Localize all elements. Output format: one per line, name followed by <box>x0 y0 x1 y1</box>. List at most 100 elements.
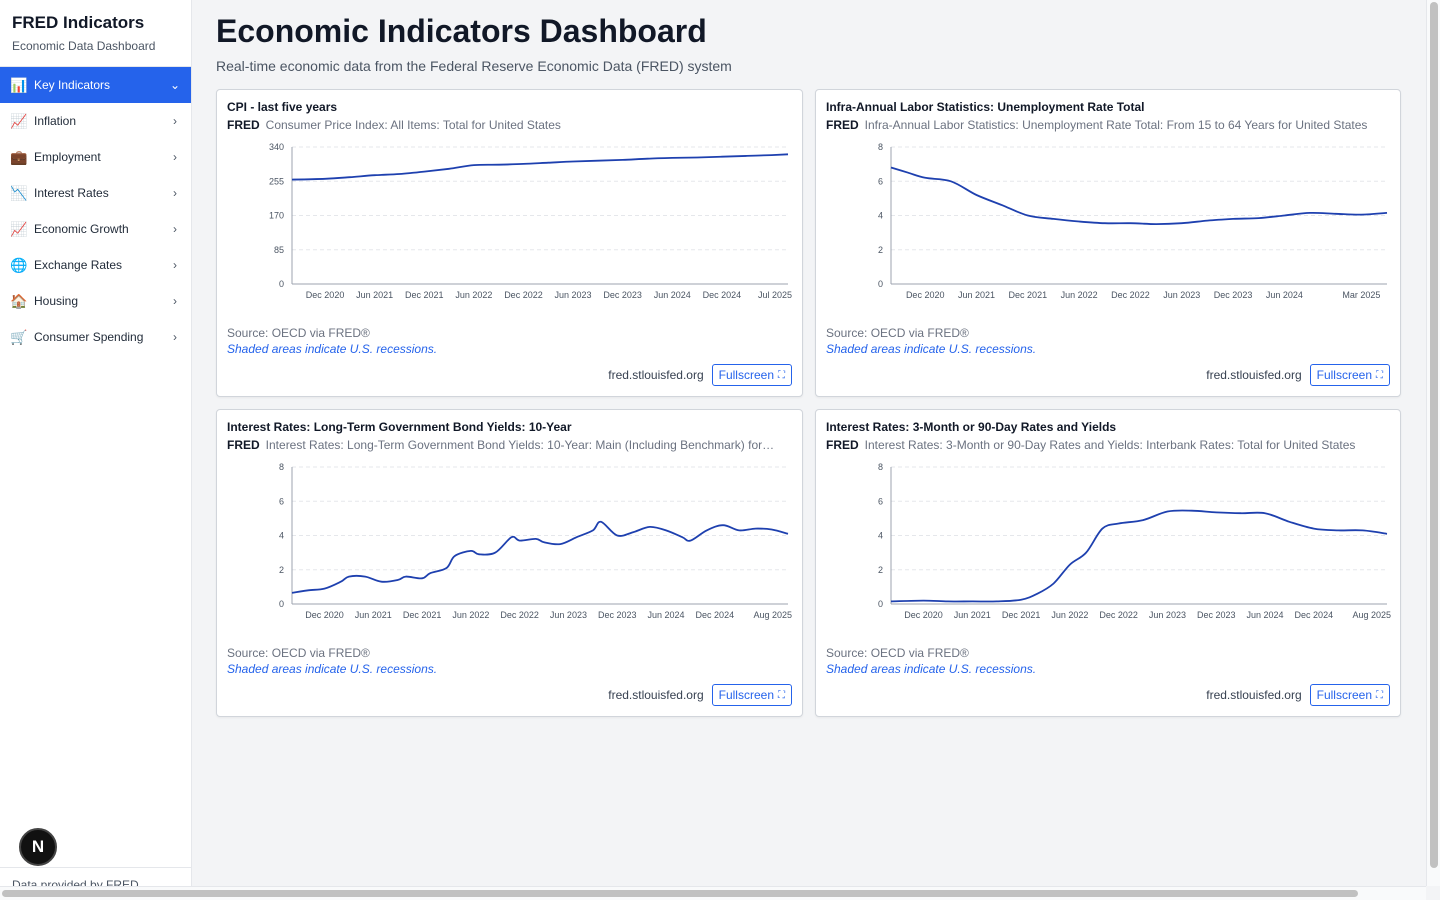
y-tick-label: 340 <box>269 142 284 152</box>
page-subtitle: Real-time economic data from the Federal… <box>216 58 732 74</box>
x-tick-label: Dec 2022 <box>500 610 539 620</box>
line-chart[interactable]: 0 2 4 6 8 Dec 2020 Jun 2021 Dec 2021 Jun 2022 Dec… <box>227 460 793 625</box>
x-tick-label: Jun 2021 <box>356 290 393 300</box>
horizontal-scrollbar[interactable] <box>0 886 1426 900</box>
page-title: Economic Indicators Dashboard <box>216 13 707 49</box>
cart-icon: 🛒 <box>10 328 28 345</box>
card-subtitle: FRED Interest Rates: 3-Month or 90-Day Ra… <box>826 438 1390 452</box>
y-tick-label: 255 <box>269 176 284 186</box>
x-tick-label: Jun 2023 <box>555 290 592 300</box>
x-tick-label: Aug 2025 <box>1352 610 1391 620</box>
x-tick-label: Jun 2024 <box>1247 610 1284 620</box>
fullscreen-label: Fullscreen <box>718 368 774 382</box>
y-tick-label: 4 <box>279 531 284 541</box>
x-tick-label: Jul 2025 <box>758 290 792 300</box>
app-subtitle: Economic Data Dashboard <box>12 39 156 53</box>
series-line <box>890 166 1388 225</box>
x-tick-label: Dec 2022 <box>504 290 543 300</box>
sidebar-item-economic-growth[interactable]: 📈 Economic Growth › <box>0 211 191 247</box>
y-tick-label: 8 <box>878 142 883 152</box>
y-tick-label: 4 <box>878 531 883 541</box>
sidebar-item-employment[interactable]: 💼 Employment › <box>0 139 191 175</box>
y-tick-label: 0 <box>279 599 284 609</box>
x-tick-label: Dec 2024 <box>1295 610 1334 620</box>
sidebar-item-inflation[interactable]: 📈 Inflation › <box>0 103 191 139</box>
x-tick-label: Dec 2020 <box>904 610 943 620</box>
y-tick-label: 0 <box>878 599 883 609</box>
card-subtitle: FRED Infra-Annual Labor Statistics: Unemp… <box>826 118 1390 132</box>
x-tick-label: Dec 2021 <box>1009 290 1048 300</box>
series-line <box>890 509 1388 603</box>
x-tick-label: Dec 2023 <box>1214 290 1253 300</box>
chart-svg: 0 85 170 255 340 Dec 2020 Jun 2021 Dec 2021 Jun … <box>269 142 792 300</box>
line-chart[interactable]: 0 85 170 255 340 Dec 2020 Jun 2021 Dec 2021 Jun … <box>227 140 793 305</box>
card-subtitle: FRED Interest Rates: Long-Term Government… <box>227 438 792 452</box>
card-title: Infra-Annual Labor Statistics: Unemploym… <box>826 100 1145 114</box>
y-tick-label: 8 <box>279 462 284 472</box>
sidebar-item-interest-rates[interactable]: 📉 Interest Rates › <box>0 175 191 211</box>
fullscreen-button[interactable]: Fullscreen ⛶ <box>711 684 792 706</box>
source-text: Source: OECD via FRED® <box>227 646 370 660</box>
source-text: Source: OECD via FRED® <box>826 646 969 660</box>
line-chart[interactable]: 0 2 4 6 8 Dec 2020 Jun 2021 Dec 2021 Jun 2022 Dec… <box>826 460 1392 625</box>
fullscreen-label: Fullscreen <box>718 688 774 702</box>
sidebar-item-label: Inflation <box>34 114 77 128</box>
chart-card: CPI - last five years FRED Consumer Price… <box>216 89 803 397</box>
fullscreen-label: Fullscreen <box>1316 368 1372 382</box>
source-domain: fred.stlouisfed.org <box>608 688 704 702</box>
x-tick-label: Dec 2020 <box>305 610 344 620</box>
line-chart[interactable]: 0 2 4 6 8 Dec 2020 Jun 2021 Dec 2021 Jun 2022 Dec… <box>826 140 1392 305</box>
card-title: CPI - last five years <box>227 100 338 114</box>
x-tick-label: Dec 2020 <box>906 290 945 300</box>
scrollbar-thumb[interactable] <box>2 890 1358 897</box>
card-title: Interest Rates: 3-Month or 90-Day Rates … <box>826 420 1117 434</box>
sidebar-item-consumer-spending[interactable]: 🛒 Consumer Spending › <box>0 319 191 355</box>
series-description: Interest Rates: Long-Term Government Bon… <box>265 438 775 452</box>
fullscreen-button[interactable]: Fullscreen ⛶ <box>711 364 792 386</box>
y-tick-label: 85 <box>274 245 284 255</box>
sidebar-item-housing[interactable]: 🏠 Housing › <box>0 283 191 319</box>
x-tick-label: Jun 2024 <box>1266 290 1303 300</box>
bar-chart-icon: 📊 <box>10 76 28 93</box>
series-description: Consumer Price Index: All Items: Total f… <box>265 118 561 132</box>
x-tick-label: Dec 2024 <box>696 610 735 620</box>
sidebar-item-exchange-rates[interactable]: 🌐 Exchange Rates › <box>0 247 191 283</box>
fullscreen-label: Fullscreen <box>1316 688 1372 702</box>
chevron-down-icon: ⌄ <box>169 78 181 92</box>
x-tick-label: Jun 2023 <box>1163 290 1200 300</box>
sidebar-item-key-indicators[interactable]: 📊 Key Indicators ⌄ <box>0 67 191 103</box>
recession-note: Shaded areas indicate U.S. recessions. <box>227 342 438 356</box>
card-footer: fred.stlouisfed.org Fullscreen ⛶ <box>1206 364 1390 386</box>
y-tick-label: 2 <box>878 565 883 575</box>
fullscreen-button[interactable]: Fullscreen ⛶ <box>1309 684 1390 706</box>
chart-svg: 0 2 4 6 8 Dec 2020 Jun 2021 Dec 2021 Jun 2022 Dec… <box>878 142 1388 300</box>
recession-note: Shaded areas indicate U.S. recessions. <box>227 662 438 676</box>
x-tick-label: Dec 2022 <box>1099 610 1138 620</box>
source-text: Source: OECD via FRED® <box>227 326 370 340</box>
x-tick-label: Jun 2023 <box>1149 610 1186 620</box>
app-title: FRED Indicators <box>12 13 145 32</box>
dev-tools-badge[interactable]: N <box>19 828 57 866</box>
x-tick-label: Dec 2020 <box>306 290 345 300</box>
x-tick-label: Dec 2021 <box>405 290 444 300</box>
source-domain: fred.stlouisfed.org <box>1206 368 1302 382</box>
chevron-right-icon: › <box>173 330 177 344</box>
x-tick-label: Jun 2024 <box>654 290 691 300</box>
house-icon: 🏠 <box>10 292 28 309</box>
briefcase-icon: 💼 <box>10 148 28 165</box>
sidebar-item-label: Key Indicators <box>34 78 111 92</box>
chart-grid: CPI - last five years FRED Consumer Price… <box>216 89 1426 717</box>
vertical-scrollbar[interactable] <box>1426 0 1440 886</box>
y-tick-label: 2 <box>878 245 883 255</box>
x-tick-label: Mar 2025 <box>1342 290 1380 300</box>
x-tick-label: Dec 2024 <box>703 290 742 300</box>
card-subtitle: FRED Consumer Price Index: All Items: Tot… <box>227 118 792 132</box>
series-description: Infra-Annual Labor Statistics: Unemploym… <box>864 118 1368 132</box>
fullscreen-button[interactable]: Fullscreen ⛶ <box>1309 364 1390 386</box>
fred-logo: FRED <box>826 438 859 452</box>
brand: FRED Indicators Economic Data Dashboard <box>0 0 191 67</box>
sidebar: FRED Indicators Economic Data Dashboard … <box>0 0 192 900</box>
x-tick-label: Jun 2022 <box>455 290 492 300</box>
scrollbar-thumb[interactable] <box>1430 2 1438 868</box>
fred-logo: FRED <box>227 438 260 452</box>
